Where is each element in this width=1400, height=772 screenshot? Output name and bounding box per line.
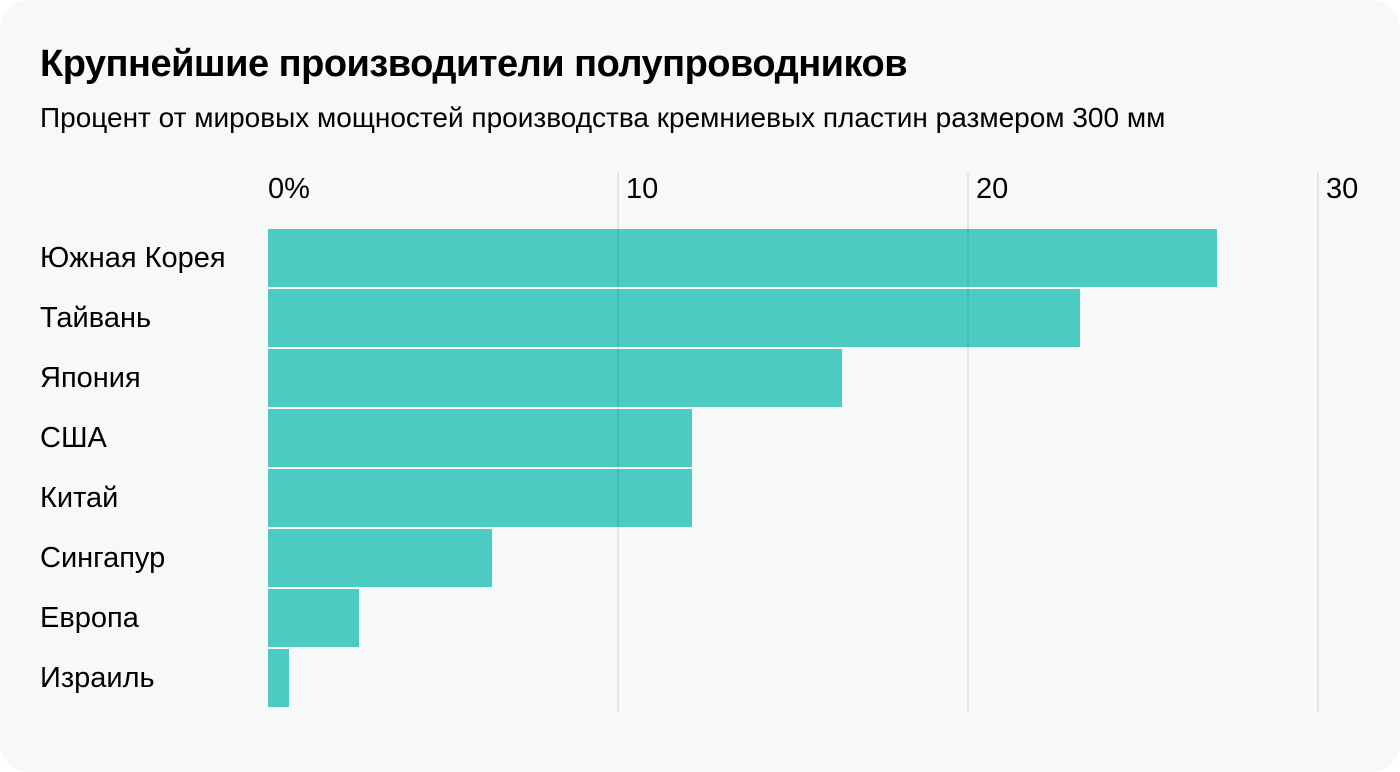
category-label: Тайвань	[40, 301, 152, 334]
bar-row: Европа	[40, 589, 1318, 647]
category-label: Израиль	[40, 661, 155, 694]
category-label: Европа	[40, 601, 139, 634]
plot-area: Южная Корея Тайвань Япония США Китай Сингапур…	[40, 172, 1358, 711]
x-axis-ticks: 0% 10 20 30	[268, 172, 1358, 229]
bar-row: Сингапур	[40, 529, 1318, 587]
bar-row: Япония	[40, 349, 1318, 407]
bar-rows: Южная Корея Тайвань Япония США Китай Сингапур…	[40, 229, 1318, 707]
category-label: Сингапур	[40, 541, 166, 574]
bar	[268, 469, 692, 527]
category-label: Китай	[40, 481, 119, 514]
bar-row: Южная Корея	[40, 229, 1318, 287]
chart-subtitle: Процент от мировых мощностей производств…	[40, 102, 1166, 133]
bar	[268, 349, 842, 407]
x-tick-label: 10	[626, 173, 659, 205]
bar	[268, 529, 492, 587]
bar	[268, 409, 692, 467]
bar-row: Тайвань	[40, 289, 1318, 347]
x-tick-label: 20	[976, 173, 1009, 205]
x-tick-label: 0%	[268, 173, 310, 205]
bar	[268, 289, 1080, 347]
bar	[268, 589, 359, 647]
bar-row: Израиль	[40, 649, 1318, 707]
category-label: США	[40, 421, 107, 454]
category-label: Южная Корея	[40, 241, 226, 274]
chart-title: Крупнейшие производители полупроводников	[40, 43, 908, 85]
bar-row: Китай	[40, 469, 1318, 527]
bar	[268, 649, 289, 707]
x-tick-label: 30	[1326, 173, 1359, 205]
bar-row: США	[40, 409, 1318, 467]
category-label: Япония	[40, 361, 141, 394]
bar	[268, 229, 1217, 287]
